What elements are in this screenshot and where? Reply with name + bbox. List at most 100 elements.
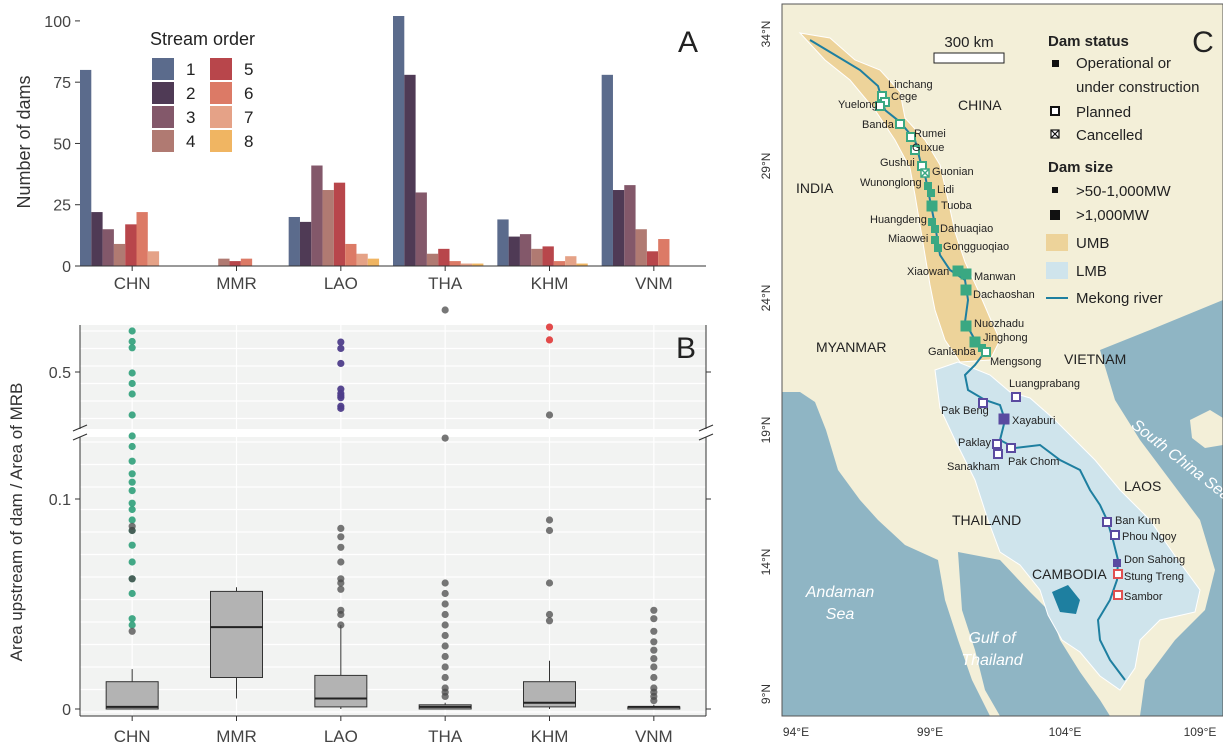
dam-marker-guonian[interactable] [920,168,930,178]
dam-marker-xayaburi[interactable] [998,413,1010,425]
dam-marker-huangdeng[interactable] [928,218,936,226]
dam-marker-tuoba[interactable] [926,200,938,212]
legend-planned: Planned [1076,104,1131,121]
outlier-point-VNM [650,627,658,635]
outlier-point-THA [441,642,449,650]
dam-marker-sambor[interactable] [1113,590,1123,600]
legend-cancelled: Cancelled [1076,127,1143,144]
dam-label: Rumei [914,128,946,140]
dam-label: Dachaoshan [973,289,1035,301]
bar-MMR-order-6 [240,258,253,266]
dam-marker-banda[interactable] [895,119,905,129]
outlier-point-high-LAO [337,338,345,346]
outlier-point-KHM [545,411,554,419]
legend-swatch-3 [152,106,174,128]
lat-label: 9°N [759,684,773,704]
outlier-point-CHN [128,558,136,566]
outlier-point-CHN [128,478,136,486]
dam-marker-lidi[interactable] [927,189,935,197]
axis-break [72,325,714,717]
dam-marker-jinghong[interactable] [969,336,981,348]
outlier-point-CHN [128,344,136,352]
lat-label: 19°N [759,417,773,444]
dam-marker-paklay[interactable] [992,439,1002,449]
dam-marker-don-sahong[interactable] [1113,559,1121,567]
panel-b-upper-plot-area [80,325,706,429]
outlier-point-CHN [128,457,136,465]
dam-marker-stung-treng[interactable] [1113,569,1123,579]
outlier-point-THA [441,692,449,701]
dam-label: Xayaburi [1012,415,1055,427]
bar-LAO-order-8 [367,258,380,266]
dam-marker-pak-beng[interactable] [978,398,988,408]
tonle-sap [1052,585,1080,614]
bar-VNM-order-6 [658,239,670,266]
legend-lmb: LMB [1076,263,1107,280]
legend-swatch-2 [152,82,174,104]
outlier-point-KHM [545,617,554,625]
legend-large: >1,000MW [1076,207,1150,224]
dam-marker-nuozhadu[interactable] [960,320,972,332]
country-label: INDIA [796,180,834,196]
sea-label-gulf: Gulf of [968,630,1017,647]
bar-LAO-order-4 [322,190,334,266]
legend-swatch-8 [210,130,232,152]
dam-label: Mengsong [990,356,1041,368]
bar-LAO-order-7 [356,253,368,266]
dam-marker-wunonglong[interactable] [924,182,932,190]
dam-marker-xiaowan[interactable] [952,265,964,277]
outlier-point-LAO [337,585,345,593]
bar-THA-order-3 [415,192,427,266]
outlier-point-VNM [650,673,658,682]
dam-marker-rumei[interactable] [906,132,916,142]
umb-swatch-icon [1046,234,1068,251]
legend-label-5: 5 [244,60,253,79]
outlier-point-CHN [128,575,136,583]
bar-VNM-order-1 [601,74,613,266]
dam-marker-dachaoshan[interactable] [960,284,972,296]
lat-label: 29°N [759,153,773,180]
dam-marker-mengsong[interactable] [981,347,991,357]
legend-label-3: 3 [186,108,195,127]
cancelled-marker-icon [1050,129,1060,139]
outlier-point-THA [441,621,449,629]
outlier-point-KHM [545,526,554,535]
bar-CHN-order-5 [125,224,137,266]
panel-b-outliers [128,306,658,705]
south-china-sea [1100,300,1223,716]
sea-label-andaman: Andaman [805,584,875,601]
bar-CHN-order-6 [136,212,148,266]
outlier-point-THA [441,673,449,682]
dam-marker-manwan[interactable] [960,268,972,280]
dam-marker-dahuaqiao[interactable] [931,225,939,233]
outlier-point-VNM [650,697,658,705]
outlier-point-CHN [128,442,136,451]
dam-marker-phou-ngoy[interactable] [1110,530,1120,540]
x-tick-label: VNM [635,727,673,746]
dam-marker-sanakham[interactable] [993,449,1003,459]
bar-KHM-order-5 [542,246,554,266]
dam-marker-luangprabang[interactable] [1011,392,1021,402]
dam-label: Ban Kum [1115,515,1160,527]
outlier-point-LAO [337,610,345,619]
outlier-point-high-LAO [337,344,345,353]
dam-marker-ban-kum[interactable] [1102,517,1112,527]
x-tick-label: MMR [216,274,257,293]
dam-marker-miaowei[interactable] [931,236,939,244]
dam-marker-pak-chom[interactable] [1006,443,1016,453]
dam-label: Wunonglong [860,177,922,189]
outlier-point-VNM [650,606,658,614]
dam-label: Gongguoqiao [943,241,1009,253]
outlier-point-LAO [337,543,345,551]
dam-label: Paklay [958,437,992,449]
dam-label: Gushui [880,157,915,169]
panel-b-y-ticks: 0 0.1 0.5 [49,365,711,719]
box-LAO [314,625,368,709]
dam-marker-gongguoqiao[interactable] [934,244,942,252]
dam-marker-guxue[interactable] [910,145,920,155]
bar-THA-order-6 [449,261,461,266]
panel-a-y-ticks: 0 25 50 75 100 [44,14,80,276]
dam-label: Phou Ngoy [1122,531,1177,543]
dam-marker-yuelong[interactable] [875,101,885,111]
